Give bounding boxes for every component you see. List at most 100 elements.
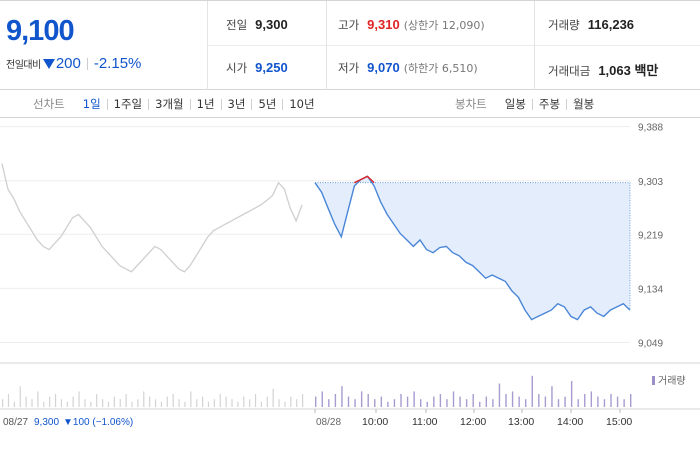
change-percent: -2.15% [93,55,142,72]
volume-bar [66,401,68,407]
volume-bar [387,401,389,407]
volume-bar [284,401,286,407]
volume-bar [302,394,304,407]
tab-1-week[interactable]: 1주일 [106,98,148,110]
tab-daily-candle[interactable]: 일봉 [504,96,526,111]
volume-bar [149,396,151,407]
tab-10-year[interactable]: 10년 [282,98,320,110]
volume-bar [584,394,586,407]
volume-bar [19,386,21,407]
tab-monthly-candle[interactable]: 월봉 [566,98,600,110]
volume-label: 거래량 [548,18,580,32]
volume-bar [465,399,468,407]
price-axis: 9,388 9,303 9,219 9,134 9,049 [638,123,663,350]
volume-bar [610,394,612,407]
volume-bar [137,399,139,407]
volume-bar [231,399,233,407]
open-label: 시가 [226,61,248,75]
volume-bar [538,394,540,407]
volume-bar [328,399,330,407]
intraday-chart[interactable]: 9,388 9,303 9,219 9,134 9,049 08/27 08/28 10:0… [0,119,700,450]
volume-bar [531,375,533,407]
volume-bar [249,399,251,407]
volume-bar [439,394,442,407]
low-value: 9,070 [367,60,400,75]
volume-bar [459,396,461,407]
trade-value-value: 1,063 백만 [598,63,659,78]
tab-1-day[interactable]: 1일 [82,96,101,111]
volume-bar [190,391,192,407]
tab-3-year[interactable]: 3년 [220,98,252,110]
volume-bar [380,396,383,407]
change-label: 전일대비 [6,60,41,71]
candle-chart-title: 봉차트 [455,97,487,111]
today-up-segment [367,175,375,184]
volume-bar [225,396,227,407]
volume-bar [166,396,168,407]
volume-bar [113,396,115,407]
volume-bar [49,396,51,407]
volume-bar [278,399,280,407]
volume-bar [160,401,163,407]
volume-bar [603,399,606,407]
current-price-box: 9,100 전일대비 200 -2.15% [0,1,208,90]
volume-bar [31,399,33,407]
change-row: 전일대비 200 -2.15% [6,55,141,72]
volume-bar [616,396,619,407]
volume-bar [525,399,527,407]
volume-bar [2,399,4,407]
volume-bar [119,399,121,407]
today-series [314,175,631,321]
volume-bar [570,381,573,407]
volume-bar [296,399,298,407]
volume-bar [518,396,520,407]
volume-bar [374,399,376,407]
volume-bar [630,394,632,407]
prev-close-value: 9,300 [255,17,288,32]
volume-bar [72,396,74,407]
current-price: 9,100 [6,15,75,47]
chart-footer: 08/27 9,300 ▼100 (−1.06%) [3,417,133,428]
column-divider [534,1,535,90]
volume-bar [472,394,474,407]
volume-bar [485,396,488,407]
volume-legend-swatch [652,376,655,385]
tab-3-month[interactable]: 3개월 [148,98,189,110]
down-triangle-icon [42,58,55,69]
today-area [315,176,630,320]
volume-bar [334,394,337,407]
volume-bar [341,386,343,407]
y-tick-label: 9,134 [638,284,663,295]
line-chart-tabs: 선차트 1일 1주일 3개월 1년 3년 5년 10년 [33,90,321,118]
volume-bar [96,394,98,407]
volume-bar [172,394,174,407]
high-cell: 고가 9,310 (상한가 12,090) [338,17,485,33]
previous-day-series [1,163,303,273]
footer-date: 08/27 [3,417,28,428]
tab-5-year[interactable]: 5년 [251,98,282,110]
volume-bar [511,391,514,407]
volume-bar [360,391,363,407]
volume-bar [406,396,409,407]
y-tick-label: 9,303 [638,177,663,188]
volume-bar [7,394,10,407]
lower-limit: (하한가 6,510) [403,62,478,75]
x-tick-label: 13:00 [508,416,534,428]
change-amount: 200 [55,55,81,72]
volume-bar [479,401,481,407]
divider [86,57,88,70]
volume-bar [37,391,39,407]
volume-bar [254,394,257,407]
volume-bar [290,396,292,407]
volume-bar [125,394,127,407]
low-cell: 저가 9,070 (하한가 6,510) [338,60,478,76]
high-label: 고가 [338,18,360,32]
tab-1-year[interactable]: 1년 [189,98,221,110]
tab-weekly-candle[interactable]: 주봉 [531,98,566,110]
volume-bar [272,388,274,407]
volume-bar [60,399,63,407]
volume-bar [393,399,396,407]
volume-bar [577,399,579,407]
volume-bar [13,401,15,407]
volume-bar [420,399,422,407]
